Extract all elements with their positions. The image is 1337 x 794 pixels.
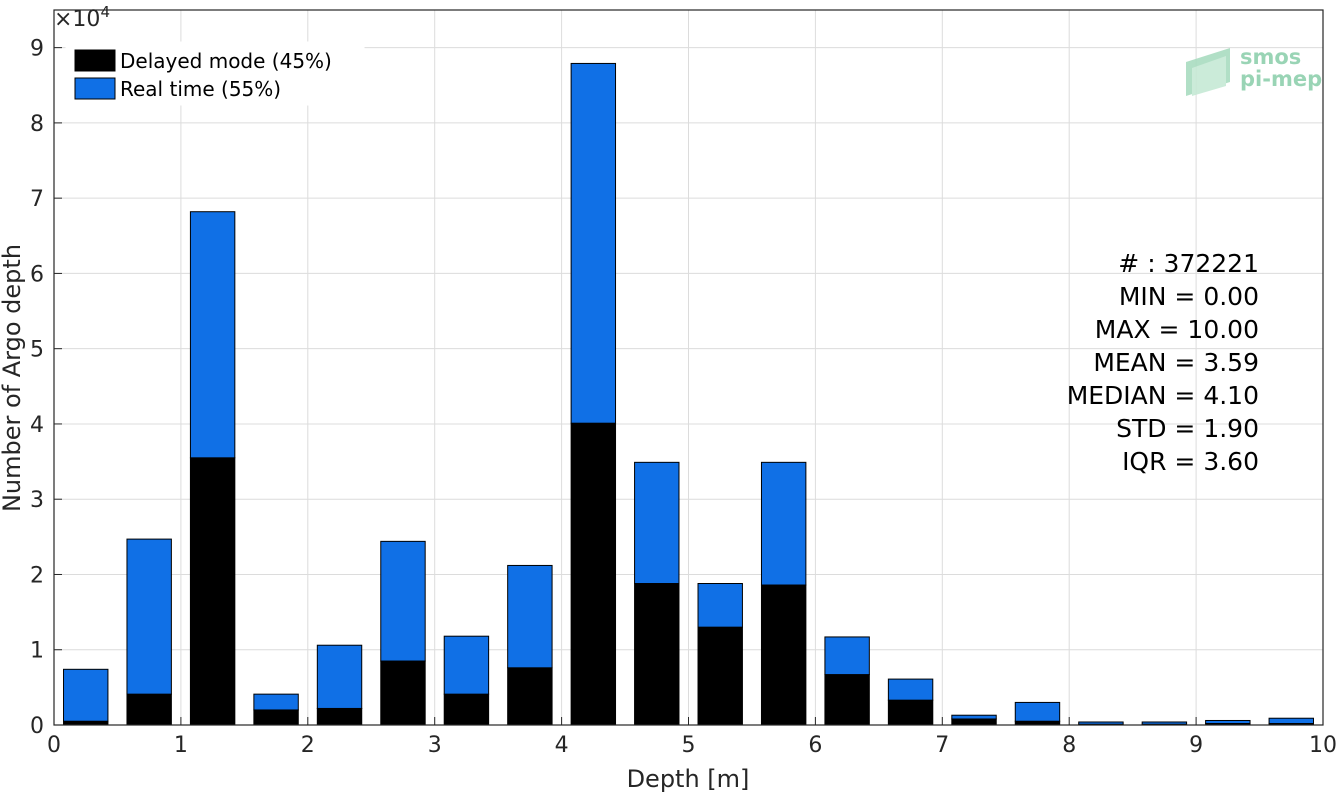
bar-real-time <box>126 538 172 695</box>
bar-real-time <box>887 678 934 701</box>
bar-real-time <box>189 211 236 459</box>
y-tick-label: 3 <box>30 488 44 513</box>
x-tick-label: 8 <box>1062 733 1076 758</box>
x-tick-label: 7 <box>935 733 949 758</box>
x-tick-label: 6 <box>808 733 822 758</box>
legend-box <box>65 41 365 106</box>
bar-delayed-mode <box>380 660 426 726</box>
bar-delayed-mode <box>760 584 807 726</box>
bar-delayed-mode <box>951 718 997 726</box>
y-tick-label: 2 <box>30 563 44 588</box>
bar-delayed-mode <box>570 422 617 726</box>
bar-delayed-mode <box>253 709 299 726</box>
bar-delayed-mode <box>824 674 870 726</box>
bar-real-time <box>697 583 743 628</box>
logo-text-pi-mep: pi-mep <box>1240 67 1322 91</box>
x-tick-label: 0 <box>47 733 61 758</box>
bar-real-time <box>634 461 680 585</box>
grid <box>54 10 1323 725</box>
bar-real-time <box>316 644 363 709</box>
y-multiplier: ×104 <box>54 3 110 32</box>
x-tick-label: 3 <box>428 733 442 758</box>
x-tick-label: 2 <box>301 733 315 758</box>
bar-real-time <box>380 540 426 662</box>
bar-real-time <box>1205 719 1251 724</box>
y-tick-label: 6 <box>30 262 44 287</box>
x-axis-ticks: 0 1 2 3 4 5 6 7 8 9 10 <box>47 717 1337 758</box>
y-tick-label: 7 <box>30 187 44 212</box>
bar-real-time <box>63 668 109 722</box>
x-tick-label: 9 <box>1189 733 1203 758</box>
bar-delayed-mode <box>443 693 490 726</box>
bar-real-time <box>1014 701 1061 722</box>
y-tick-label: 4 <box>30 413 44 438</box>
stats-line: MAX = 10.00 <box>1095 315 1259 344</box>
y-tick-label: 0 <box>30 714 44 739</box>
bar-delayed-mode <box>316 707 363 726</box>
bar-real-time <box>570 62 617 424</box>
legend-label-delayed: Delayed mode (45%) <box>120 49 332 73</box>
logo-wave-icon-front <box>1192 56 1226 96</box>
bar-real-time <box>1078 721 1124 725</box>
bar-real-time <box>824 636 870 676</box>
bar-real-time <box>760 461 807 586</box>
bar-delayed-mode <box>634 583 680 726</box>
stats-line: MEAN = 3.59 <box>1093 348 1259 377</box>
y-tick-label: 9 <box>30 37 44 62</box>
bar-delayed-mode <box>507 667 553 726</box>
bar-delayed-mode <box>189 457 236 726</box>
stats-annotation: # : 372221 MIN = 0.00 MAX = 10.00 MEAN = 3.… <box>1067 249 1259 476</box>
x-tick-label: 10 <box>1309 733 1337 758</box>
bar-real-time <box>1268 717 1314 724</box>
legend-swatch-delayed <box>74 49 116 72</box>
bar-delayed-mode <box>887 699 934 726</box>
bar-real-time <box>253 693 299 711</box>
y-axis-ticks: 0 1 2 3 4 5 6 7 8 9 <box>30 37 62 739</box>
x-tick-label: 4 <box>555 733 569 758</box>
legend-label-realtime: Real time (55%) <box>120 77 281 101</box>
x-tick-label: 5 <box>682 733 696 758</box>
y-axis-label: Number of Argo depth <box>0 244 26 512</box>
x-axis-label: Depth [m] <box>627 765 750 793</box>
stats-line: MEDIAN = 4.10 <box>1067 381 1259 410</box>
bar-delayed-mode <box>697 626 743 726</box>
y-tick-label: 8 <box>30 112 44 137</box>
y-tick-label: 5 <box>30 338 44 363</box>
legend-swatch-realtime <box>74 77 116 100</box>
bar-real-time <box>443 635 490 695</box>
bars <box>63 62 1314 726</box>
smos-pi-mep-logo: smos pi-mep <box>1186 45 1322 96</box>
bar-real-time <box>1141 721 1188 725</box>
stats-line: STD = 1.90 <box>1116 414 1259 443</box>
bar-real-time <box>951 714 997 720</box>
stats-line: MIN = 0.00 <box>1119 282 1259 311</box>
x-tick-label: 1 <box>174 733 188 758</box>
bar-real-time <box>507 564 553 669</box>
stats-line: IQR = 3.60 <box>1122 447 1259 476</box>
stats-line: # : 372221 <box>1118 249 1259 278</box>
bar-delayed-mode <box>126 693 172 726</box>
logo-text-smos: smos <box>1240 45 1301 69</box>
legend: Delayed mode (45%) Real time (55%) <box>65 41 365 106</box>
y-tick-label: 1 <box>30 639 44 664</box>
